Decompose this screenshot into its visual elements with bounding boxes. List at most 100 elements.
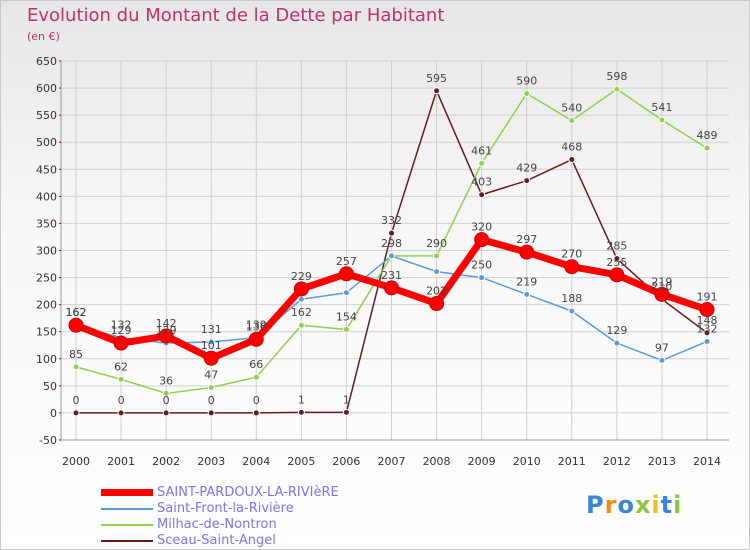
series-point-1 [342, 289, 350, 297]
logo-letter: o [617, 491, 635, 519]
data-label: 136 [246, 320, 267, 333]
legend-swatch-saint-pardoux [101, 489, 153, 496]
data-label: 219 [516, 275, 537, 288]
x-tick-label: 2005 [287, 455, 315, 468]
series-point-1 [523, 290, 531, 298]
data-label: 132 [697, 322, 718, 335]
y-tick-label: -50 [39, 434, 57, 447]
x-tick-label: 2013 [648, 455, 676, 468]
data-label: 231 [381, 269, 402, 282]
data-label: 461 [471, 144, 492, 157]
series-point-2 [117, 375, 125, 383]
data-label: 154 [336, 311, 357, 324]
series-point-2 [478, 159, 486, 167]
y-tick-label: 300 [36, 245, 57, 258]
y-tick-label: 650 [36, 55, 57, 68]
data-label: 590 [516, 74, 537, 87]
series-point-3 [342, 408, 350, 416]
series-point-0 [384, 280, 399, 296]
data-label: 298 [381, 237, 402, 250]
data-label: 1 [343, 393, 350, 406]
series-point-2 [658, 116, 666, 124]
data-label: 129 [156, 324, 177, 337]
x-tick-label: 2001 [107, 455, 135, 468]
logo-letter: i [651, 491, 661, 519]
data-label: 47 [204, 368, 218, 381]
legend-swatch-saint-front [101, 508, 153, 510]
data-label: 541 [651, 101, 672, 114]
series-point-0 [654, 286, 670, 302]
series-point-2 [342, 326, 350, 334]
y-tick-label: 50 [43, 380, 57, 393]
data-label: 320 [471, 221, 492, 234]
series-point-2 [252, 373, 260, 381]
chart-subtitle: (en €) [27, 30, 60, 43]
series-point-1 [613, 339, 621, 347]
y-tick-label: 450 [36, 163, 57, 176]
y-tick-label: 150 [36, 326, 57, 339]
series-point-1 [433, 268, 441, 276]
series-point-3 [297, 408, 305, 416]
series-point-2 [523, 89, 531, 97]
data-label: 0 [163, 394, 170, 407]
legend-label-saint-pardoux: SAINT-PARDOUX-LA-RIVIèRE [157, 485, 339, 500]
data-label: 0 [208, 394, 215, 407]
y-tick-label: 250 [36, 272, 57, 285]
logo-letter: t [660, 491, 674, 519]
data-label: 540 [561, 102, 582, 115]
legend-label-saint-front: Saint-Front-la-Rivière [157, 501, 294, 516]
series-point-3 [568, 156, 576, 164]
logo-letter: i [673, 491, 683, 519]
series-point-3 [207, 409, 215, 417]
data-label: 85 [69, 348, 83, 361]
x-tick-label: 2014 [693, 455, 721, 468]
series-point-3 [252, 409, 260, 417]
data-label: 97 [655, 341, 669, 354]
data-label: 188 [561, 292, 582, 305]
data-label: 489 [697, 129, 718, 142]
logo-letter: P [586, 491, 605, 519]
y-tick-label: 100 [36, 353, 57, 366]
x-tick-label: 2000 [62, 455, 90, 468]
series-point-1 [207, 338, 215, 346]
chart-title: Evolution du Montant de la Dette par Hab… [27, 5, 445, 26]
data-label: 270 [561, 248, 582, 261]
x-tick-label: 2009 [468, 455, 496, 468]
data-label: 255 [606, 256, 627, 269]
series-point-3 [117, 409, 125, 417]
series-point-2 [162, 389, 170, 397]
data-label: 257 [336, 255, 357, 268]
series-point-0 [203, 350, 219, 366]
data-label: 131 [201, 323, 222, 336]
y-tick-label: 0 [50, 407, 57, 420]
data-label: 210 [651, 280, 672, 293]
series-point-1 [568, 307, 576, 315]
data-label: 285 [606, 240, 627, 253]
series-point-2 [72, 363, 80, 371]
data-label: 429 [516, 162, 537, 175]
data-label: 129 [606, 324, 627, 337]
y-tick-label: 550 [36, 109, 57, 122]
data-label: 129 [111, 324, 132, 337]
data-label: 162 [291, 306, 312, 319]
y-tick-label: 500 [36, 136, 57, 149]
y-tick-label: 400 [36, 190, 57, 203]
series-point-3 [703, 329, 711, 337]
data-label: 219 [651, 275, 672, 288]
series-point-2 [433, 252, 441, 260]
data-label: 1 [298, 393, 305, 406]
legend-label-milhac: Milhac-de-Nontron [157, 517, 277, 532]
logo-letter: r [604, 491, 618, 519]
series-point-3 [72, 409, 80, 417]
series-point-0 [338, 266, 354, 282]
series-point-3 [613, 255, 621, 263]
series-point-1 [478, 274, 486, 282]
series-point-0 [293, 281, 309, 297]
data-label: 403 [471, 176, 492, 189]
data-label: 191 [697, 291, 718, 304]
x-tick-label: 2003 [197, 455, 225, 468]
series-point-0 [699, 302, 715, 318]
series-point-0 [519, 244, 535, 260]
